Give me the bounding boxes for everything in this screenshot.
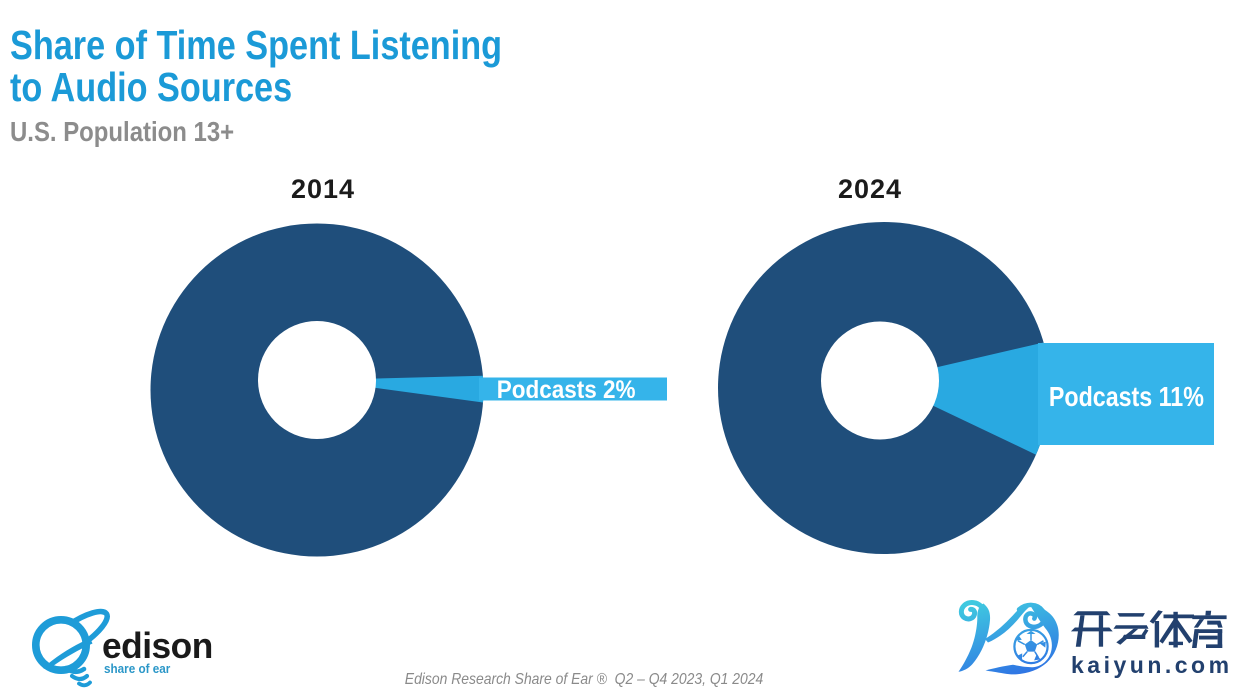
edison-logo-icon	[31, 608, 110, 688]
kaiyun-domain-text: kaiyun.com	[1071, 652, 1233, 678]
page-title: Share of Time Spent Listening to Audio S…	[10, 24, 502, 108]
chart-label-2014: 2014	[290, 173, 356, 204]
donut-2024-podcasts-slice	[880, 342, 1050, 455]
edison-bulb-base	[63, 665, 92, 688]
bulb-base-arc-3	[77, 680, 92, 688]
bulb-base-arc-1	[63, 665, 87, 675]
edison-orbit-ring	[31, 608, 110, 688]
donut-2014-hole	[258, 321, 376, 439]
kaiyun-k-stem-curl	[958, 600, 984, 622]
callout-text-2014: Podcasts 2%	[497, 376, 636, 404]
kaiyun-k-arm	[985, 605, 1031, 643]
kaiyun-k-stem	[958, 603, 991, 672]
callout-text-2024: Podcasts 11%	[1048, 381, 1204, 412]
donut-2024-hole	[821, 321, 939, 440]
ball-patches	[1016, 630, 1046, 661]
source-note: Edison Research Share of Ear ® Q2 – Q4 2…	[0, 671, 1169, 689]
donut-2024-callout-box	[1038, 343, 1214, 445]
ball-seams	[1017, 632, 1044, 658]
page-title-line2: to Audio Sources	[10, 64, 293, 110]
callout-label-2024: Podcasts 11%	[1038, 343, 1214, 445]
edison-wordmark: edison	[102, 625, 213, 666]
chart-label-2024: 2024	[837, 173, 903, 204]
source-note-text: Edison Research Share of Ear ® Q2 – Q4 2…	[405, 671, 764, 688]
cjk-glyph-strokes	[1070, 610, 1227, 648]
donut-2014	[150, 223, 667, 557]
edison-tagline: share of ear	[104, 661, 171, 676]
kaiyun-logo-icon	[958, 600, 1059, 675]
donut-2014-callout-box	[479, 377, 667, 401]
kaiyun-k-mark	[958, 600, 1059, 675]
kaiyun-cjk-wordmark	[1070, 610, 1227, 648]
kaiyun-soccer-ball-icon	[1013, 628, 1049, 665]
edison-swoosh	[43, 638, 93, 669]
page-subtitle: U.S. Population 13+	[10, 116, 235, 147]
donut-2024	[718, 222, 1214, 554]
callout-label-2014: Podcasts 2%	[479, 376, 667, 404]
page-title-line1: Share of Time Spent Listening	[10, 22, 503, 68]
bulb-base-arc-2	[69, 673, 90, 682]
